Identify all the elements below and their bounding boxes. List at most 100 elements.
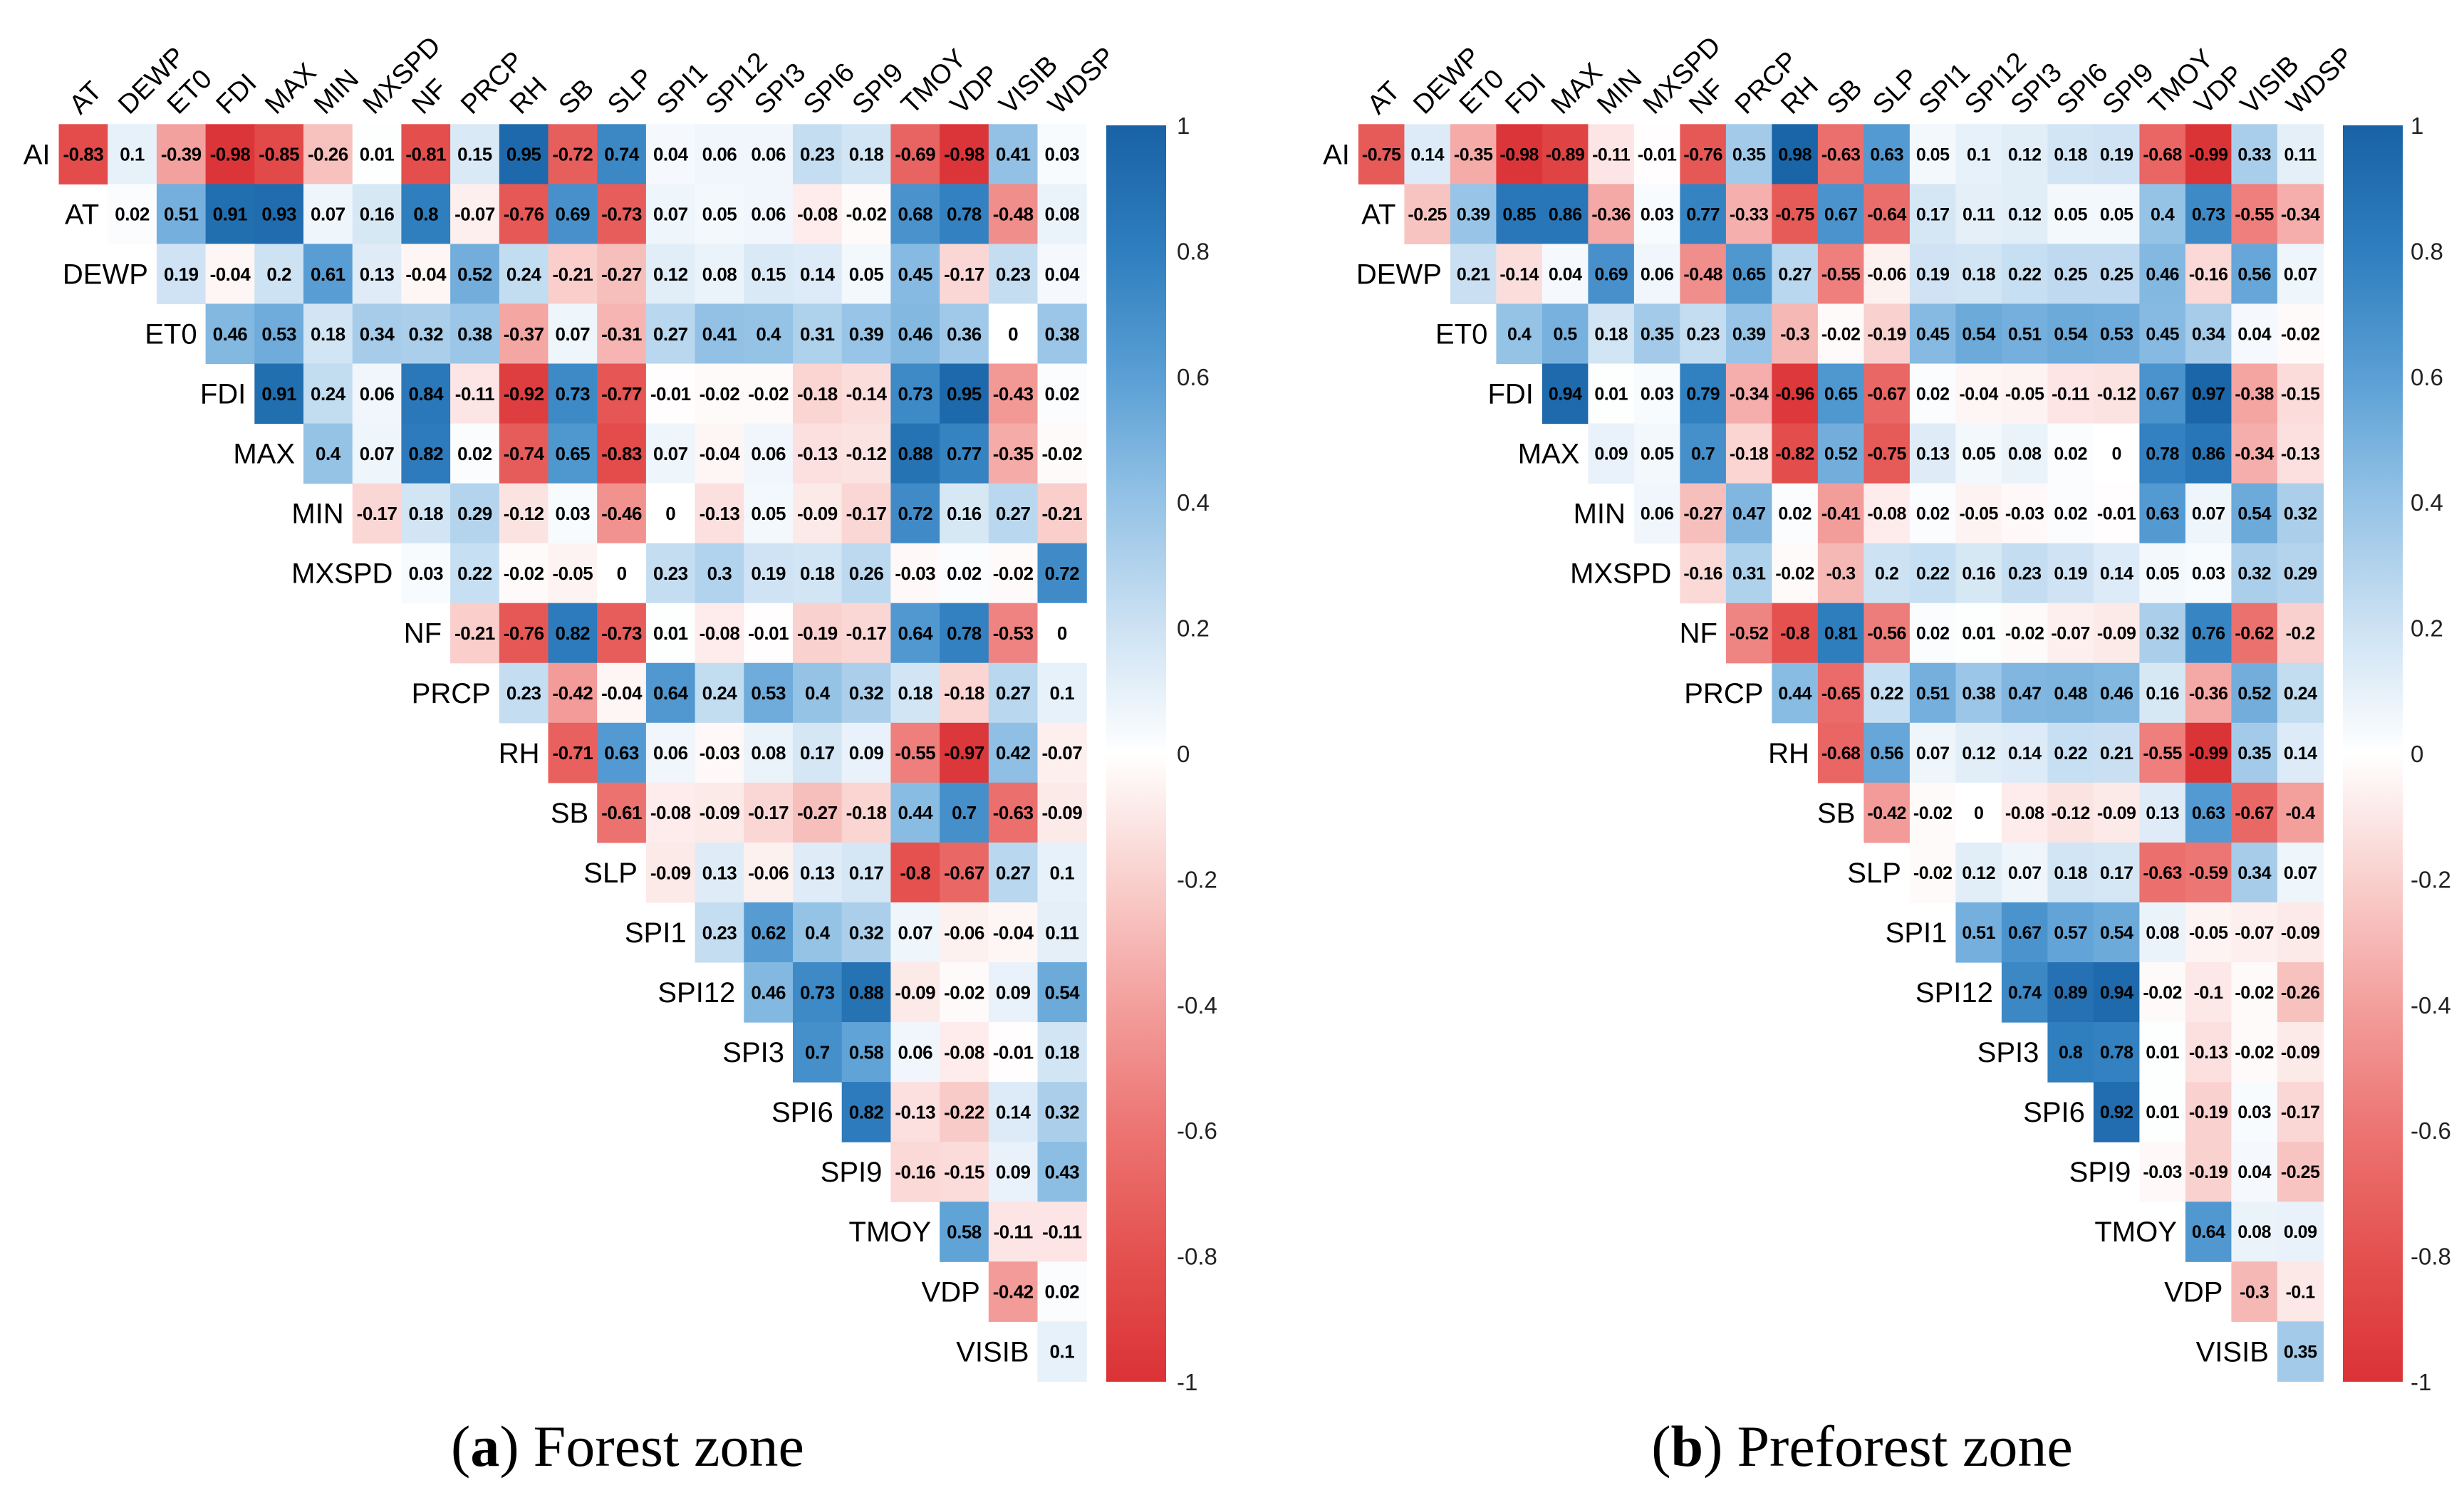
cell-value-SPI3-VDP: -0.08	[944, 1041, 984, 1063]
cell-value-DEWP-SB: -0.21	[552, 264, 593, 285]
cell-value-AT-ET0: 0.51	[164, 204, 199, 225]
cell-value-MIN-PRCP: 0.29	[457, 503, 492, 524]
cell-value-SPI12-WDSP: 0.54	[1045, 981, 1081, 1003]
cell-value-FDI-SPI12: -0.02	[700, 383, 740, 405]
cell-value-SPI3-VDP: -0.13	[2189, 1043, 2228, 1063]
cell-value-ET0-SPI12: 0.54	[1962, 324, 1995, 344]
cell-value-SPI12-WDSP: -0.26	[2281, 983, 2319, 1003]
row-label-SPI1: SPI1	[1886, 917, 1948, 949]
cell-value-ET0-MIN: 0.18	[1594, 324, 1628, 344]
colorbar-tick-label: -0.6	[1177, 1118, 1217, 1144]
cell-value-SLP-VDP: -0.67	[944, 862, 984, 883]
cell-value-AT-RH: -0.75	[1775, 204, 1814, 224]
cell-value-FDI-TMOY: 0.67	[2146, 385, 2179, 405]
cell-value-RH-SPI6: 0.17	[800, 742, 835, 764]
caption-a: (a) Forest zone	[451, 1414, 804, 1479]
cell-value-AI-VDP: -0.98	[944, 144, 984, 165]
cell-value-AT-WDSP: -0.34	[2281, 204, 2320, 224]
cell-value-SPI9-VISIB: 0.04	[2237, 1162, 2271, 1182]
cell-value-AI-FDI: -0.98	[1499, 145, 1539, 165]
cell-value-NF-SPI1: 0.02	[1916, 624, 1950, 644]
cell-value-SPI1-SPI12: 0.23	[702, 922, 737, 943]
cell-value-MXSPD-PRCP: 0.31	[1732, 564, 1766, 584]
row-label-RH: RH	[1768, 738, 1809, 769]
cell-value-SPI6-VISIB: 0.14	[996, 1101, 1031, 1122]
cell-value-RH-SPI12: -0.03	[700, 742, 740, 764]
cell-value-FDI-MAX: 0.94	[1549, 385, 1582, 405]
row-label-AI: AI	[24, 139, 51, 170]
cell-value-PRCP-VDP: -0.18	[944, 682, 984, 704]
row-label-FDI: FDI	[200, 379, 246, 410]
cell-value-FDI-SPI6: -0.18	[797, 383, 838, 405]
caption-b: (b) Preforest zone	[1651, 1414, 2073, 1479]
cell-value-MAX-NF: 0.82	[408, 443, 443, 464]
cell-value-MIN-SPI1: 0	[665, 503, 675, 524]
cell-value-RH-VISIB: 0.35	[2237, 744, 2271, 764]
cell-value-ET0-NF: 0.32	[408, 323, 443, 345]
cell-value-AT-DEWP: -0.25	[1408, 204, 1447, 224]
cell-value-FDI-SPI1: -0.01	[650, 383, 691, 405]
cell-value-MIN-SB: -0.41	[1821, 504, 1861, 524]
cell-value-FDI-MXSPD: 0.06	[360, 383, 395, 405]
cell-value-ET0-TMOY: 0.46	[898, 323, 932, 345]
row-label-SPI3: SPI3	[1977, 1037, 2039, 1068]
cell-value-FDI-MIN: 0.24	[311, 383, 346, 405]
cell-value-MAX-SPI9: -0.12	[846, 443, 887, 464]
cell-value-MAX-MIN: 0.4	[316, 443, 341, 464]
cell-value-AI-MXSPD: 0.01	[360, 144, 395, 165]
cell-value-PRCP-SPI3: 0.47	[2008, 684, 2042, 704]
col-label-FDI: FDI	[211, 68, 263, 120]
cell-value-AI-SLP: 0.74	[604, 144, 640, 165]
cell-value-TMOY-VISIB: 0.08	[2237, 1222, 2271, 1242]
cell-value-SPI12-VDP: -0.1	[2194, 983, 2224, 1003]
col-label-SB: SB	[553, 73, 601, 120]
cell-value-MIN-WDSP: 0.32	[2284, 504, 2317, 524]
row-label-AI: AI	[1323, 139, 1350, 170]
cell-value-AT-SB: 0.69	[556, 204, 591, 225]
cell-value-FDI-SLP: -0.67	[1867, 385, 1906, 405]
cell-value-AT-ET0: 0.39	[1457, 204, 1490, 224]
cell-value-AT-SPI9: 0.05	[2100, 204, 2133, 224]
cell-value-MXSPD-VISIB: -0.02	[993, 563, 1034, 584]
cell-value-SLP-VDP: -0.59	[2189, 863, 2228, 883]
cell-value-SPI1-SPI6: 0.4	[805, 922, 831, 943]
cell-value-SB-SLP: -0.61	[601, 802, 642, 823]
cell-value-AI-NF: -0.76	[1683, 145, 1722, 165]
caption-letter: b	[1671, 1414, 1704, 1479]
cell-values-a: -0.83 0.1 -0.39 -0.98 -0.85 -0.26 0.01 -0.81 0.1…	[63, 144, 1082, 1363]
row-label-MXSPD: MXSPD	[291, 558, 393, 590]
caption-close-paren: )	[1703, 1414, 1722, 1479]
cell-value-AT-PRCP: -0.07	[454, 204, 495, 225]
cell-value-AT-SPI1: 0.17	[1916, 204, 1950, 224]
cell-value-DEWP-WDSP: 0.07	[2284, 264, 2317, 284]
cell-value-PRCP-VDP: -0.36	[2189, 684, 2228, 704]
cell-value-MXSPD-NF: 0.03	[408, 563, 443, 584]
colorbar-tick-label: -0.8	[2411, 1244, 2451, 1270]
cell-value-SLP-TMOY: -0.63	[2143, 863, 2181, 883]
cell-value-SB-SPI12: -0.09	[700, 802, 740, 823]
row-label-ET0: ET0	[1435, 318, 1487, 350]
cell-value-VISIB-WDSP: 0.35	[2284, 1342, 2317, 1362]
row-label-VDP: VDP	[922, 1276, 980, 1308]
cell-value-ET0-SLP: -0.31	[601, 323, 642, 345]
colorbar-tick-label: 0.4	[2411, 489, 2443, 516]
cell-value-PRCP-VISIB: 0.27	[996, 682, 1031, 704]
cell-value-ET0-SPI9: 0.53	[2100, 324, 2133, 344]
cell-value-SPI1-TMOY: 0.07	[898, 922, 932, 943]
cell-value-SB-SLP: -0.42	[1867, 803, 1906, 823]
cell-value-MXSPD-VDP: 0.03	[2192, 564, 2225, 584]
col-label-MIN: MIN	[308, 64, 365, 120]
cell-value-RH-SPI6: 0.22	[2054, 744, 2087, 764]
cell-value-MXSPD-VISIB: 0.32	[2237, 564, 2271, 584]
col-label-AT: AT	[1362, 76, 1406, 120]
cell-value-DEWP-SPI12: 0.18	[1962, 264, 1995, 284]
cell-value-SPI9-VISIB: 0.09	[996, 1162, 1031, 1183]
cell-value-RH-SLP: 0.63	[604, 742, 639, 764]
cell-value-ET0-WDSP: -0.02	[2281, 324, 2319, 344]
cell-value-AT-MXSPD: 0.03	[1641, 204, 1674, 224]
colorbar-tick-label: 0	[2411, 741, 2423, 767]
cell-value-ET0-VDP: 0.34	[2192, 324, 2225, 344]
cell-value-MXSPD-VDP: 0.02	[947, 563, 982, 584]
cell-value-AT-SLP: -0.64	[1867, 204, 1906, 224]
